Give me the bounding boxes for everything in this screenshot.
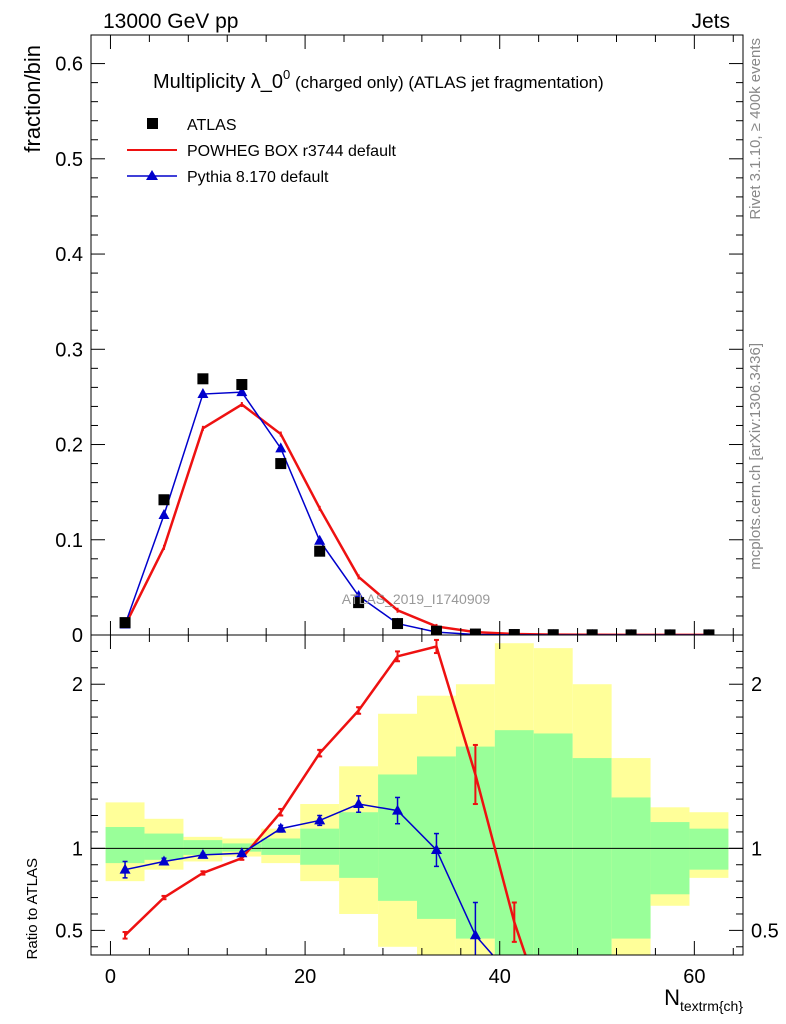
ratio-band-inner [105, 827, 145, 864]
atlas-point [275, 458, 287, 470]
atlas-point [703, 629, 715, 635]
atlas-point [119, 617, 131, 629]
ratio-xlabel-text: N [664, 985, 680, 1010]
atlas-point [508, 629, 520, 635]
ratio-band-inner [300, 828, 340, 865]
main-ylabel: fraction/bin [20, 45, 45, 153]
atlas-point [353, 597, 365, 609]
ratio-band-inner [650, 822, 690, 895]
pythia-point [314, 534, 326, 545]
ratio-pythia-point [392, 804, 404, 815]
process-label: Jets [691, 10, 730, 33]
ratio-band-inner [183, 840, 223, 855]
ratio-pythia-point [158, 855, 170, 866]
pythia-point [197, 388, 209, 399]
ratio-panel-data [119, 638, 527, 955]
ratio-pythia-point [430, 843, 442, 854]
main-ytick-label: 0 [72, 625, 83, 647]
main-ytick-label: 0.6 [55, 54, 83, 76]
atlas-point [197, 373, 209, 385]
ratio-pythia-point [197, 848, 209, 859]
mcplots-label: mcplots.cern.ch [arXiv:1306.3436] [747, 343, 764, 570]
legend-atlas-label: ATLAS [187, 117, 237, 134]
atlas-point [236, 379, 248, 391]
ratio-xtick-label: 0 [105, 966, 116, 988]
ratio-ytick-label: 2 [72, 674, 83, 696]
ratio-powheg-line [124, 644, 527, 955]
ratio-xtick-label: 40 [489, 966, 511, 988]
legend-pythia-label: Pythia 8.170 default [187, 169, 329, 186]
pythia-point [236, 386, 248, 397]
pythia-line [124, 391, 709, 635]
main-title-text: Multiplicity λ_0 [153, 71, 283, 93]
ratio-band-inner [689, 828, 729, 870]
ratio-ytick-label-right: 0.5 [751, 920, 779, 942]
ratio-ytick-label: 0.5 [55, 920, 83, 942]
atlas-point [547, 629, 559, 635]
pythia-point [275, 442, 287, 453]
ratio-xtick-label: 60 [683, 966, 705, 988]
ratio-pythia-point [275, 822, 287, 833]
ratio-ytick-label: 1 [72, 838, 83, 860]
legend-pythia-marker [146, 170, 158, 180]
main-title-suffix: (charged only) (ATLAS jet fragmentation) [290, 73, 603, 92]
main-title: Multiplicity λ_00 (charged only) (ATLAS … [153, 67, 604, 93]
ratio-pythia-point [119, 863, 131, 874]
atlas-point [664, 629, 676, 635]
atlas-point [314, 545, 326, 557]
ratio-band-inner [144, 833, 184, 860]
main-ytick-label: 0.5 [55, 149, 83, 171]
ratio-ylabel: Ratio to ATLAS [24, 858, 41, 959]
main-panel-axes: 0 0.1 0.2 0.3 0.4 0.5 0.6 [55, 35, 743, 647]
pythia-point [158, 509, 170, 519]
legend: ATLAS POWHEG BOX r3744 default Pythia 8.… [127, 117, 397, 186]
atlas-point [430, 625, 442, 635]
ratio-pythia-point [236, 847, 248, 858]
energy-label: 13000 GeV pp [103, 10, 238, 33]
ratio-pythia-point [353, 798, 365, 809]
ratio-band-inner [261, 838, 301, 855]
ratio-panel-axes: 0 20 40 60 0.5 0.5 1 1 2 2 [55, 635, 779, 988]
legend-powheg-label: POWHEG BOX r3744 default [187, 143, 397, 160]
ratio-pythia-point [469, 929, 481, 940]
atlas-point [625, 629, 637, 635]
main-title-superscript: 0 [283, 67, 290, 82]
main-ytick-label: 0.1 [55, 530, 83, 552]
ratio-band-inner [611, 797, 651, 939]
ratio-band-inner [533, 733, 573, 955]
ratio-band-inner [339, 812, 379, 878]
main-ytick-label: 0.3 [55, 339, 83, 361]
ratio-ytick-label-right: 2 [751, 674, 762, 696]
watermark: ATLAS_2019_I1740909 [342, 591, 491, 607]
atlas-point [469, 628, 481, 635]
ratio-xlabel: Ntextrm{ch} [664, 985, 743, 1014]
ratio-ytick-label-right: 1 [751, 838, 762, 860]
main-ytick-label: 0.4 [55, 244, 83, 266]
ratio-pythia-point [314, 814, 326, 825]
ratio-band-inner [378, 774, 417, 901]
ratio-xlabel-subscript: textrm{ch} [680, 998, 743, 1014]
atlas-point [586, 629, 598, 635]
rivet-label: Rivet 3.1.10, ≥ 400k events [747, 38, 764, 220]
ratio-band-inner [572, 758, 612, 955]
main-ytick-label: 0.2 [55, 435, 83, 457]
ratio-panel-frame [90, 634, 744, 956]
atlas-point [158, 494, 170, 506]
legend-atlas-marker [147, 118, 158, 129]
atlas-point [392, 618, 404, 630]
ratio-xtick-label: 20 [294, 966, 316, 988]
ratio-bands [105, 643, 729, 955]
